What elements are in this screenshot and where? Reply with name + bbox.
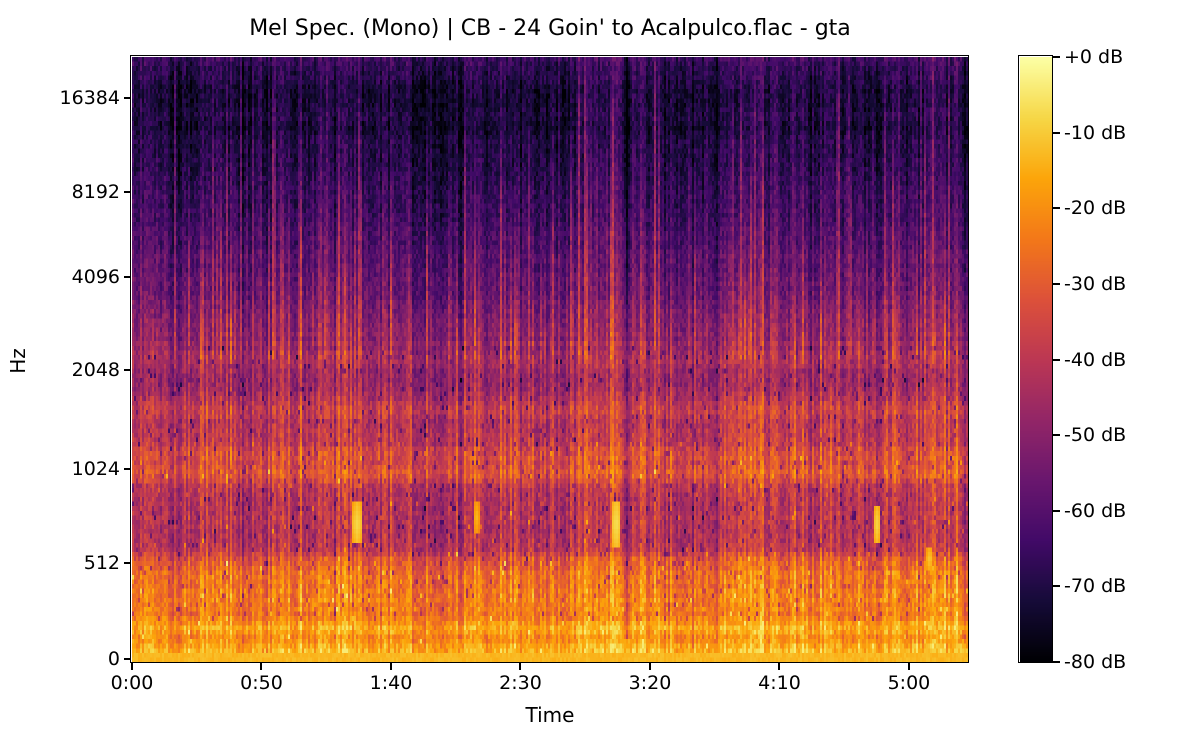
- colorbar-tick-label: -40 dB: [1064, 348, 1127, 371]
- y-tick-mark: [124, 190, 131, 193]
- y-tick-mark: [124, 561, 131, 564]
- colorbar-tick-label: -80 dB: [1064, 651, 1127, 673]
- x-tick-mark: [131, 663, 133, 670]
- x-tick-label: 3:20: [628, 672, 672, 694]
- colorbar-tick-label: -60 dB: [1064, 499, 1127, 522]
- y-tick-mark: [124, 97, 131, 100]
- y-tick-label: 16384: [59, 87, 120, 110]
- colorbar-tick-mark: [1053, 585, 1060, 588]
- x-tick-mark: [519, 663, 522, 670]
- y-tick-label: 1024: [71, 458, 120, 480]
- x-tick-label: 0:50: [240, 672, 283, 694]
- x-tick-label: 1:40: [369, 672, 413, 694]
- colorbar-tick-mark: [1053, 661, 1060, 663]
- y-tick-mark: [124, 468, 131, 470]
- x-axis-label: Time: [525, 703, 575, 727]
- colorbar-tick-label: -50 dB: [1064, 424, 1127, 447]
- colorbar-tick-label: -10 dB: [1064, 121, 1127, 144]
- y-tick-mark: [124, 657, 131, 660]
- y-tick-mark: [124, 276, 131, 279]
- y-tick-label: 8192: [71, 180, 120, 203]
- x-tick-label: 2:30: [499, 672, 542, 694]
- colorbar-tick-label: -70 dB: [1064, 575, 1127, 598]
- x-tick-mark: [648, 663, 651, 670]
- colorbar-tick-mark: [1053, 207, 1060, 210]
- colorbar-tick-mark: [1053, 434, 1060, 437]
- colorbar-tick-mark: [1053, 358, 1060, 361]
- colorbar-tick-label: +0 dB: [1064, 46, 1124, 68]
- y-tick-label: 4096: [71, 266, 120, 289]
- colorbar-tick-mark: [1053, 56, 1060, 58]
- x-tick-mark: [260, 663, 263, 670]
- colorbar-tick-mark: [1053, 282, 1060, 285]
- y-tick-label: 0: [107, 647, 120, 670]
- colorbar-tick-mark: [1053, 509, 1060, 512]
- colorbar-tick-mark: [1053, 131, 1060, 134]
- x-tick-label: 0:00: [110, 672, 154, 694]
- x-tick-mark: [389, 663, 392, 670]
- spectrogram-heatmap: [132, 57, 968, 662]
- x-tick-mark: [778, 663, 781, 670]
- y-tick-mark: [124, 368, 131, 371]
- colorbar: [1020, 57, 1052, 662]
- x-tick-mark: [907, 663, 910, 670]
- x-tick-label: 4:10: [758, 672, 801, 694]
- x-tick-label: 5:00: [887, 672, 931, 694]
- colorbar-tick-label: -20 dB: [1064, 197, 1127, 220]
- y-tick-label: 512: [83, 551, 120, 574]
- colorbar-tick-label: -30 dB: [1064, 272, 1127, 295]
- y-tick-label: 2048: [71, 358, 120, 381]
- chart-title: Mel Spec. (Mono) | CB - 24 Goin' to Acal…: [249, 16, 851, 41]
